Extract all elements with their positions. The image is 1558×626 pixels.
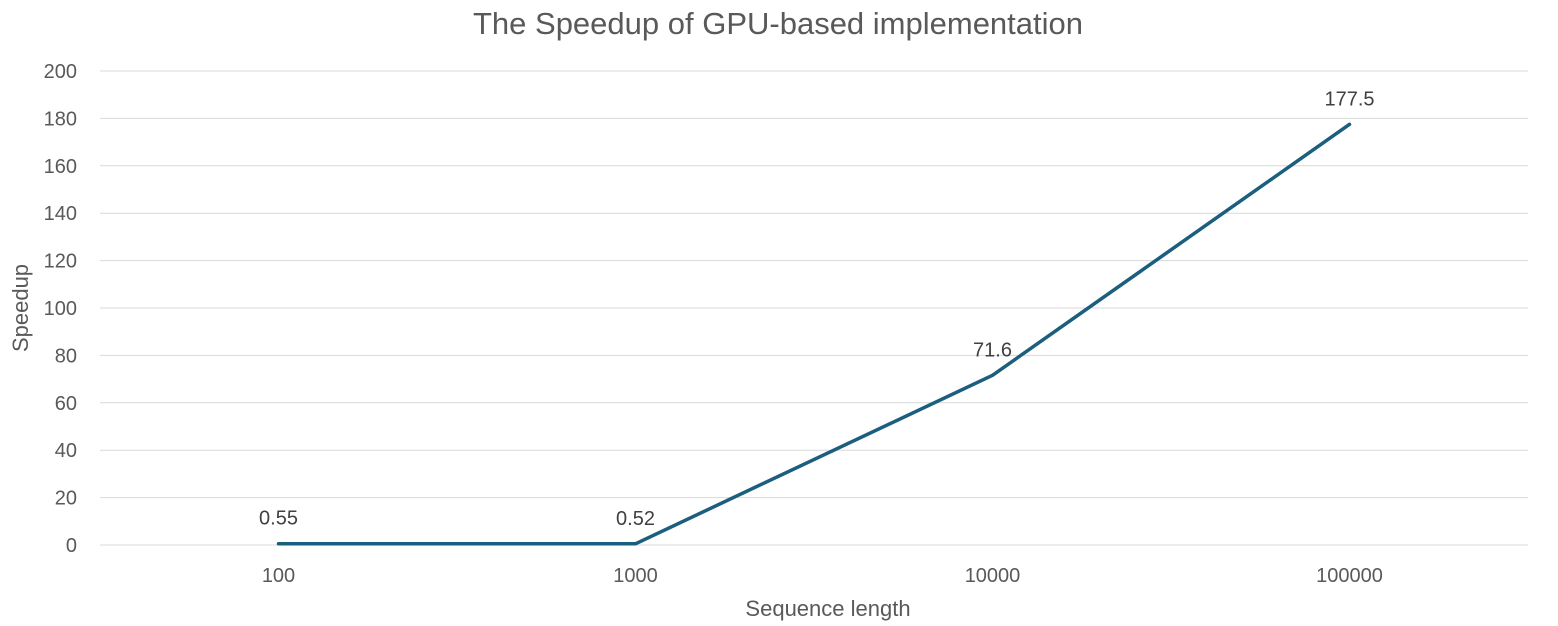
data-point <box>634 542 637 546</box>
y-axis-title: Speedup <box>8 264 33 352</box>
data-label: 177.5 <box>1324 88 1374 110</box>
speedup-series <box>276 122 1352 546</box>
y-tick-label: 120 <box>44 251 77 273</box>
gridlines <box>100 70 1528 546</box>
y-tick-label: 100 <box>44 298 77 320</box>
chart-title: The Speedup of GPU-based implementation <box>473 6 1083 41</box>
x-axis-ticks: 100 1000 10000 100000 <box>262 565 1383 587</box>
x-axis-title: Sequence length <box>745 596 910 621</box>
data-point <box>991 373 994 377</box>
y-tick-label: 80 <box>55 345 77 367</box>
y-tick-label: 0 <box>66 535 77 557</box>
data-point <box>1348 122 1351 126</box>
series-line <box>276 122 1352 546</box>
y-tick-label: 40 <box>55 440 77 462</box>
data-label: 71.6 <box>973 339 1012 361</box>
y-tick-label: 140 <box>44 203 77 225</box>
y-tick-label: 180 <box>44 108 77 130</box>
data-label: 0.52 <box>616 508 655 530</box>
x-tick-label: 100 <box>262 565 295 587</box>
data-point <box>277 542 280 546</box>
data-label: 0.55 <box>259 508 298 530</box>
y-axis-ticks: 0 20 40 60 80 100 120 140 160 180 200 <box>44 61 77 557</box>
x-tick-label: 100000 <box>1316 565 1383 587</box>
y-tick-label: 60 <box>55 393 77 415</box>
y-tick-label: 160 <box>44 156 77 178</box>
data-labels: 0.55 0.52 71.6 177.5 <box>259 88 1375 529</box>
x-tick-label: 1000 <box>613 565 658 587</box>
y-tick-label: 200 <box>44 61 77 83</box>
y-tick-label: 20 <box>55 488 77 510</box>
x-tick-label: 10000 <box>965 565 1021 587</box>
